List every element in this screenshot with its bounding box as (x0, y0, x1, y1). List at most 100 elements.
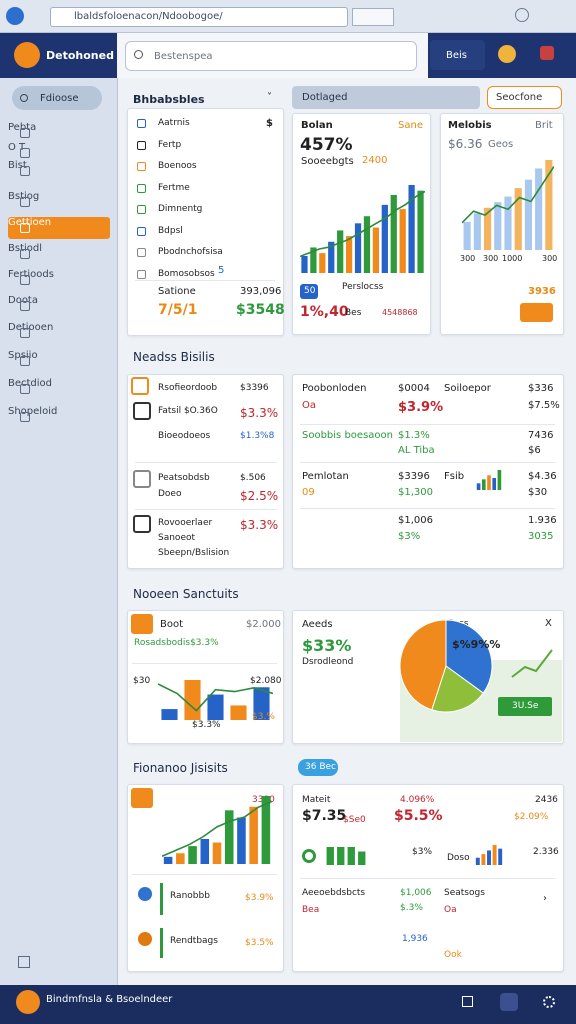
sidebar-label: Bstiog (8, 191, 40, 202)
sidebar-item[interactable]: Bectdiod (8, 378, 110, 400)
sidebar-label: Detiooen (8, 322, 54, 333)
bar (545, 160, 553, 250)
mini-bar-chart (476, 470, 502, 490)
bar (408, 185, 415, 273)
sidebar-item[interactable]: Bstiodl (8, 243, 110, 265)
bar (337, 847, 345, 865)
sidebar-item[interactable]: Bist (8, 160, 110, 182)
toolbar-icons[interactable] (352, 8, 394, 26)
bar (337, 230, 344, 273)
bar (347, 847, 355, 865)
avatar[interactable] (498, 45, 516, 63)
row-value: $3.9% (245, 893, 274, 903)
sidebar-item[interactable]: Shopeloid (8, 406, 110, 428)
url-bar[interactable] (50, 7, 348, 27)
list-item-mark: 5 (218, 265, 225, 276)
table-cell: $7.5% (528, 400, 560, 411)
line (158, 683, 273, 712)
chevron[interactable]: › (543, 893, 547, 904)
sidebar-item[interactable]: Fertioods (8, 269, 110, 291)
table-cell: 09 (302, 487, 315, 498)
row-label: Rendtbags (170, 936, 218, 946)
sidebar-label: Bectdiod (8, 378, 53, 389)
sidebar-icon (20, 328, 30, 338)
share-button[interactable] (498, 697, 552, 716)
sidebar-item[interactable]: Bstiog (8, 191, 110, 213)
filter-button[interactable] (487, 86, 562, 109)
bar (354, 223, 362, 273)
bar (161, 709, 178, 720)
bar (390, 194, 397, 273)
sidebar-icon (20, 412, 30, 422)
bar (345, 236, 353, 273)
row-value: $1.3%8 (240, 431, 275, 441)
sidebar-filter-text: Fdioose (40, 93, 79, 104)
close-button[interactable]: X (545, 618, 552, 629)
list-item: Boenoos (158, 161, 197, 171)
line (462, 166, 554, 224)
search-placeholder: Bestenspea (154, 51, 213, 62)
back-button[interactable] (6, 7, 24, 25)
notification-icon[interactable] (540, 46, 554, 60)
sidebar-item[interactable]: Gettioen (8, 217, 110, 239)
table-cell: $336 (528, 383, 554, 394)
list-card-2 (127, 374, 284, 569)
filter-pill[interactable] (292, 86, 480, 109)
sidebar-item[interactable]: Spsiio (8, 350, 110, 372)
footer-text: Bindmfnsla & Bsoelndeer (46, 994, 173, 1005)
dropdown-caret[interactable]: ˅ (267, 92, 272, 103)
card-sub: Sooeebgts (301, 156, 354, 167)
share-button-text: 3U.Se (512, 701, 539, 711)
row-label: Rsofieordoob (158, 383, 218, 393)
bar (381, 204, 388, 273)
total-value: 393,096 (240, 286, 282, 297)
action-button[interactable] (520, 303, 553, 322)
divider (300, 462, 555, 463)
sidebar-icon (20, 356, 30, 366)
summary-cell: $1,006 (400, 888, 432, 898)
card-title: Melobis (448, 120, 492, 131)
sidebar-icon (20, 301, 30, 311)
x-label: 300 (542, 254, 558, 263)
bar (372, 227, 380, 273)
summary-cell: 4.096% (400, 795, 435, 805)
sidebar-bottom-icon[interactable] (18, 956, 30, 968)
card-icon (131, 614, 153, 634)
footer-icon[interactable] (500, 993, 518, 1011)
sidebar-item[interactable]: Pebta (8, 122, 110, 144)
section-title: Nooeen Sanctuits (133, 587, 239, 601)
table-cell: $1.3% (398, 430, 430, 441)
card-value: $6.36 (448, 137, 483, 151)
bar (463, 221, 471, 250)
section-title: Fionanoo Jisisits (133, 761, 228, 775)
table-cell: AL Tiba (398, 445, 435, 456)
search-box[interactable] (125, 41, 417, 71)
bar (498, 848, 503, 865)
sidebar-label: Shopeloid (8, 406, 58, 417)
sidebar-label: Gettioen (8, 217, 52, 228)
sidebar-icon (20, 166, 30, 176)
search-icon (134, 50, 143, 59)
divider (135, 509, 277, 510)
sidebar-item[interactable]: O T (8, 142, 110, 164)
bar (504, 196, 512, 250)
footer-icon[interactable] (462, 996, 473, 1007)
header-button[interactable] (430, 40, 485, 70)
axis-label: $3.3% (192, 720, 221, 730)
sidebar-item[interactable]: Detiooen (8, 322, 110, 344)
sidebar-label: Bist (8, 160, 27, 171)
sidebar-icon (20, 249, 30, 259)
summary-cell: $5.5% (394, 808, 443, 824)
summary-cell: 2.336 (533, 847, 559, 857)
pie-slice (399, 619, 447, 711)
settings-icon[interactable] (515, 8, 529, 22)
line (162, 800, 272, 857)
pie-slice (445, 619, 493, 694)
bar (163, 856, 173, 864)
card-title: Bolan (301, 120, 333, 131)
logo[interactable] (14, 42, 40, 68)
sidebar-item[interactable]: Doota (8, 295, 110, 317)
summary-cell: $2.09% (514, 812, 549, 822)
footer-icon[interactable] (543, 996, 555, 1008)
